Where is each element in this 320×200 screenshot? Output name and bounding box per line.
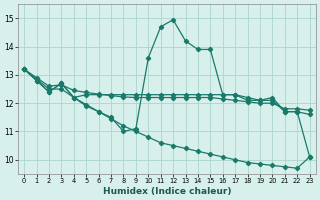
X-axis label: Humidex (Indice chaleur): Humidex (Indice chaleur) <box>103 187 231 196</box>
